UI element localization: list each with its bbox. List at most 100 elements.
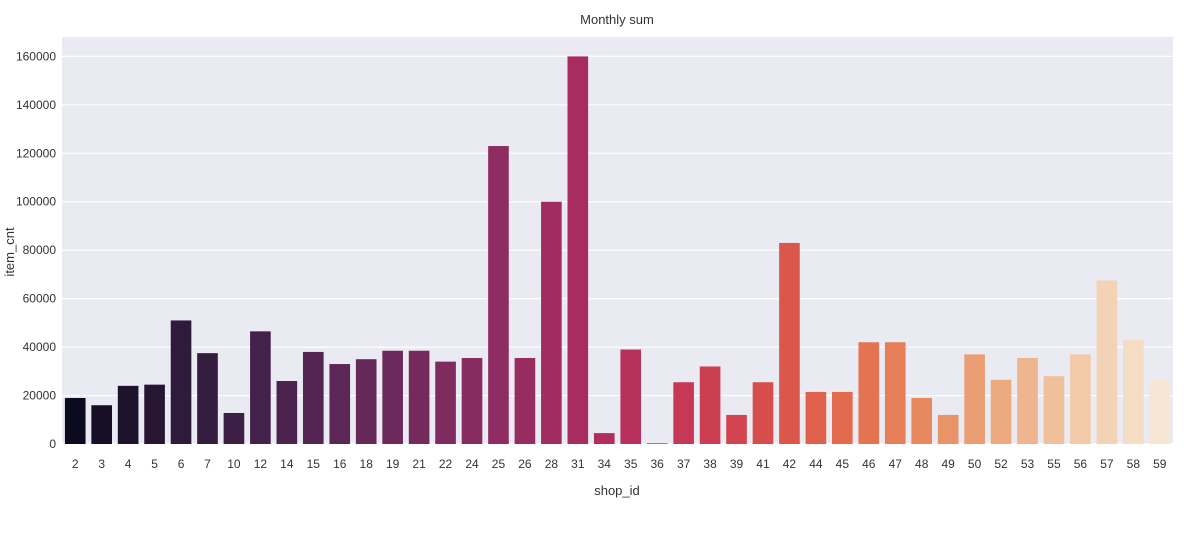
y-tick-label: 140000 <box>16 98 56 112</box>
x-tick-label: 38 <box>703 457 717 471</box>
bar-shop-3 <box>91 405 112 444</box>
bar-shop-49 <box>937 414 959 444</box>
y-tick-labels: 0 20000 40000 60000 80000 100000 120000 140000 1… <box>16 49 56 451</box>
x-tick-label: 39 <box>730 457 744 471</box>
x-tick-label: 34 <box>598 457 612 471</box>
bar-shop-2 <box>64 397 86 444</box>
x-tick-label: 56 <box>1074 457 1088 471</box>
bar-shop-22 <box>435 361 456 444</box>
y-tick-label: 40000 <box>23 340 57 354</box>
bar-shop-5 <box>144 384 165 444</box>
bar-shop-47 <box>884 342 906 444</box>
x-tick-label: 53 <box>1021 457 1035 471</box>
x-tick-label: 37 <box>677 457 691 471</box>
bar-shop-31 <box>567 56 589 444</box>
bar-shop-10 <box>223 412 245 444</box>
x-tick-label: 41 <box>756 457 770 471</box>
bar-shop-58 <box>1123 339 1144 444</box>
x-tick-label: 49 <box>941 457 955 471</box>
bar-shop-46 <box>858 342 880 444</box>
bar-shop-25 <box>488 146 509 444</box>
y-tick-label: 60000 <box>23 292 57 306</box>
x-tick-label: 15 <box>307 457 321 471</box>
bar-shop-24 <box>461 357 483 444</box>
bar-shop-56 <box>1070 354 1091 444</box>
bar-shop-16 <box>329 364 351 444</box>
x-tick-label: 55 <box>1047 457 1061 471</box>
x-tick-label: 58 <box>1127 457 1141 471</box>
y-tick-label: 80000 <box>23 243 57 257</box>
bar-shop-36 <box>646 443 668 444</box>
bar-shop-12 <box>250 331 271 444</box>
y-tick-label: 20000 <box>23 389 57 403</box>
bar-shop-26 <box>514 357 536 444</box>
y-tick-label: 160000 <box>16 49 56 63</box>
x-tick-label: 42 <box>783 457 797 471</box>
x-tick-label: 6 <box>178 457 185 471</box>
bar-shop-45 <box>832 391 853 444</box>
bar-shop-38 <box>699 366 721 444</box>
bar-shop-37 <box>673 382 694 444</box>
x-tick-label: 22 <box>439 457 453 471</box>
bars <box>64 56 1171 444</box>
x-tick-label: 18 <box>360 457 374 471</box>
x-tick-label: 7 <box>204 457 211 471</box>
chart-title: Monthly sum <box>580 12 654 27</box>
bar-shop-50 <box>964 354 985 444</box>
bar-shop-42 <box>779 242 800 444</box>
x-tick-label: 47 <box>889 457 903 471</box>
gridlines <box>62 55 1173 445</box>
bar-shop-35 <box>620 349 642 444</box>
bar-shop-6 <box>170 320 192 444</box>
y-axis-title: item_cnt <box>2 227 17 277</box>
bar-shop-28 <box>541 201 562 444</box>
x-tick-label: 16 <box>333 457 347 471</box>
x-tick-label: 45 <box>836 457 850 471</box>
x-tick-label: 52 <box>994 457 1008 471</box>
x-tick-label: 3 <box>98 457 105 471</box>
x-tick-label: 28 <box>545 457 559 471</box>
x-tick-label: 24 <box>465 457 479 471</box>
x-tick-label: 26 <box>518 457 532 471</box>
x-tick-label: 12 <box>254 457 268 471</box>
x-tick-label: 2 <box>72 457 79 471</box>
bar-shop-34 <box>593 433 615 444</box>
bar-shop-39 <box>726 414 747 444</box>
x-tick-label: 19 <box>386 457 400 471</box>
bar-shop-55 <box>1043 376 1065 444</box>
y-tick-label: 0 <box>49 437 56 451</box>
x-tick-label: 59 <box>1153 457 1167 471</box>
x-tick-label: 48 <box>915 457 929 471</box>
x-tick-label: 46 <box>862 457 876 471</box>
x-tick-label: 4 <box>125 457 132 471</box>
bar-shop-59 <box>1149 379 1171 444</box>
x-axis-title: shop_id <box>594 483 640 498</box>
x-tick-label: 25 <box>492 457 506 471</box>
x-tick-label: 10 <box>227 457 241 471</box>
bar-shop-18 <box>355 359 377 444</box>
bar-shop-57 <box>1096 280 1118 444</box>
bar-shop-41 <box>752 382 774 444</box>
x-tick-label: 21 <box>412 457 426 471</box>
x-tick-label: 44 <box>809 457 823 471</box>
bar-shop-53 <box>1017 357 1038 444</box>
x-tick-label: 14 <box>280 457 294 471</box>
bar-shop-19 <box>382 350 403 444</box>
bar-shop-44 <box>805 391 827 444</box>
y-tick-label: 120000 <box>16 146 56 160</box>
x-tick-label: 50 <box>968 457 982 471</box>
bar-shop-52 <box>990 379 1012 444</box>
x-tick-label: 35 <box>624 457 638 471</box>
bar-shop-14 <box>276 381 298 444</box>
x-tick-label: 31 <box>571 457 585 471</box>
bar-shop-15 <box>302 351 324 444</box>
x-tick-labels: 2 3 4 5 6 7 10 12 14 15 16 18 19 21 22 24 25 26 28 31 34 35 36… <box>72 457 1167 471</box>
bar-shop-21 <box>408 350 430 444</box>
bar-shop-4 <box>117 385 139 444</box>
x-tick-label: 5 <box>151 457 158 471</box>
y-tick-label: 100000 <box>16 195 56 209</box>
x-tick-label: 57 <box>1100 457 1114 471</box>
x-tick-label: 36 <box>650 457 664 471</box>
bar-shop-7 <box>197 353 218 444</box>
